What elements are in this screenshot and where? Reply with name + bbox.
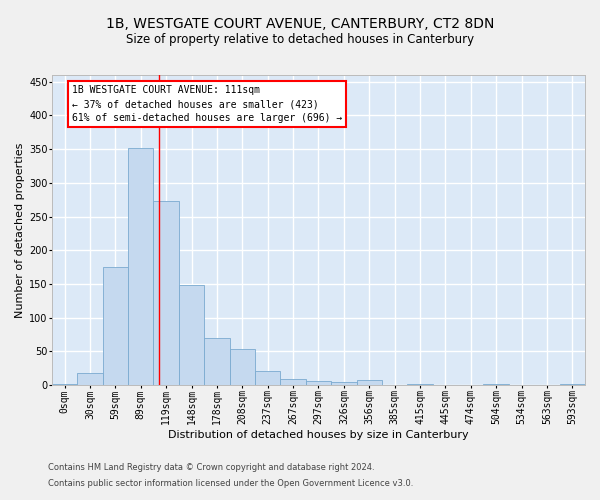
Y-axis label: Number of detached properties: Number of detached properties bbox=[15, 142, 25, 318]
Text: 1B WESTGATE COURT AVENUE: 111sqm
← 37% of detached houses are smaller (423)
61% : 1B WESTGATE COURT AVENUE: 111sqm ← 37% o… bbox=[72, 85, 343, 123]
Bar bbox=[154, 201, 179, 385]
Bar bbox=[77, 373, 103, 385]
Text: Size of property relative to detached houses in Canterbury: Size of property relative to detached ho… bbox=[126, 32, 474, 46]
Text: 1B, WESTGATE COURT AVENUE, CANTERBURY, CT2 8DN: 1B, WESTGATE COURT AVENUE, CANTERBURY, C… bbox=[106, 18, 494, 32]
Bar bbox=[103, 267, 128, 385]
Bar bbox=[230, 350, 255, 385]
X-axis label: Distribution of detached houses by size in Canterbury: Distribution of detached houses by size … bbox=[168, 430, 469, 440]
Text: Contains public sector information licensed under the Open Government Licence v3: Contains public sector information licen… bbox=[48, 478, 413, 488]
Bar bbox=[255, 371, 280, 385]
Bar bbox=[128, 148, 154, 385]
Bar bbox=[484, 384, 509, 385]
Bar bbox=[204, 338, 230, 385]
Bar bbox=[179, 286, 204, 385]
Bar bbox=[560, 384, 585, 385]
Bar bbox=[52, 384, 77, 385]
Text: Contains HM Land Registry data © Crown copyright and database right 2024.: Contains HM Land Registry data © Crown c… bbox=[48, 464, 374, 472]
Bar bbox=[280, 379, 306, 385]
Bar bbox=[331, 382, 356, 385]
Bar bbox=[306, 381, 331, 385]
Bar bbox=[407, 384, 433, 385]
Bar bbox=[356, 380, 382, 385]
